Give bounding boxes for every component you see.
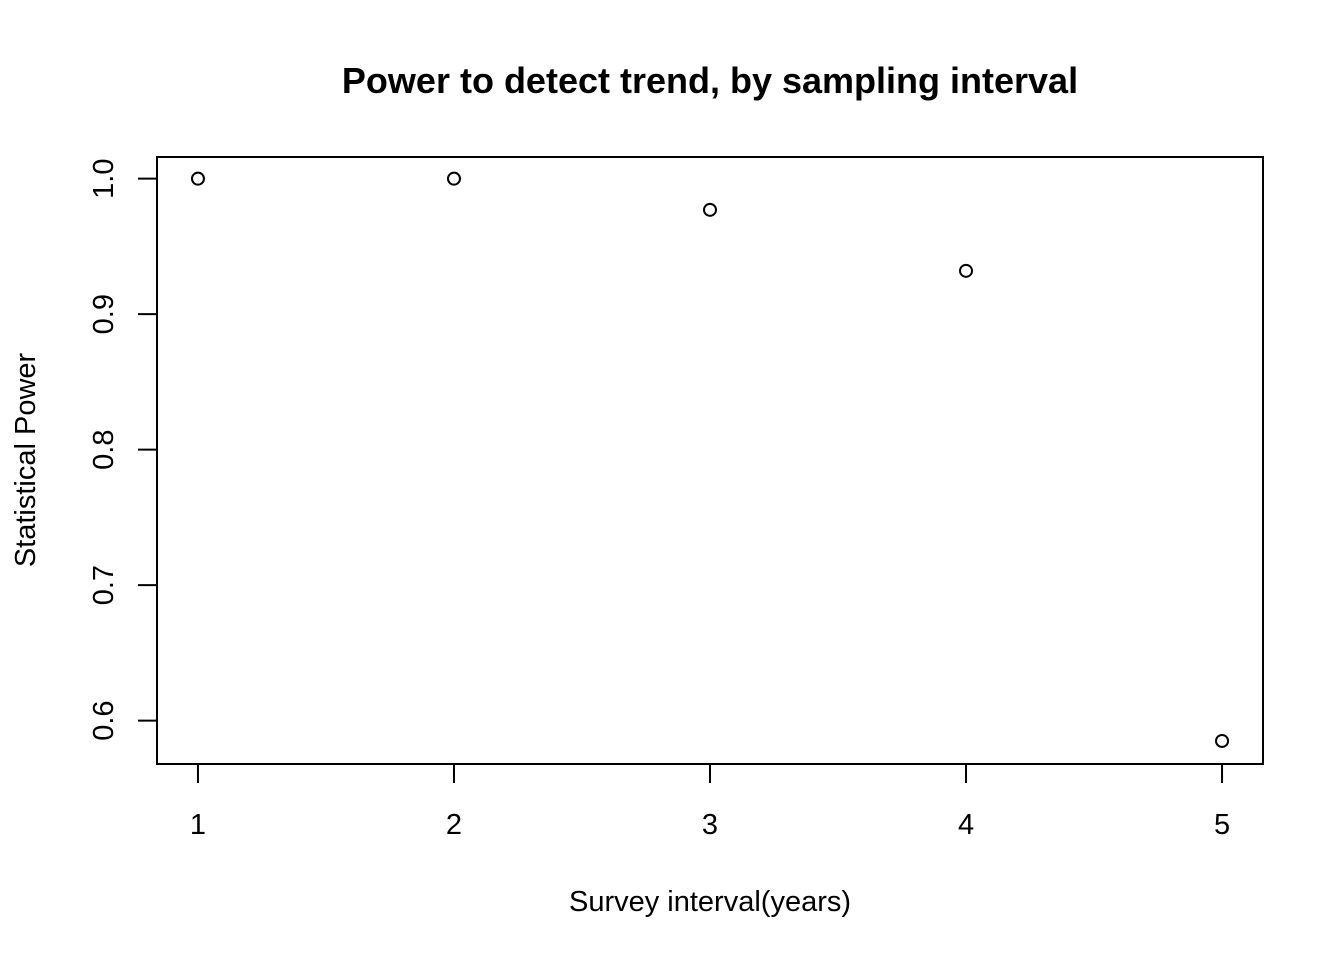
plot-frame xyxy=(156,156,1264,765)
y-axis-label: Statistical Power xyxy=(10,352,42,567)
x-tick-label: 2 xyxy=(446,809,462,841)
x-tick-label: 4 xyxy=(958,809,974,841)
y-tick-label: 0.6 xyxy=(88,700,120,740)
x-axis: 1 2 3 4 5 xyxy=(190,763,1230,841)
data-point xyxy=(959,263,974,278)
x-tick-label: 1 xyxy=(190,809,206,841)
y-tick-label: 0.8 xyxy=(88,429,120,469)
data-points xyxy=(190,171,1230,748)
data-point xyxy=(703,202,717,217)
y-tick-label: 0.9 xyxy=(88,294,120,334)
x-tick-label: 3 xyxy=(702,809,718,841)
data-point xyxy=(190,171,205,186)
x-axis-label: Survey interval(years) xyxy=(569,886,851,918)
y-axis: 0.6 0.7 0.8 0.9 1.0 xyxy=(88,159,158,741)
data-point xyxy=(446,171,461,186)
y-tick-label: 1.0 xyxy=(88,159,120,199)
y-tick-label: 0.7 xyxy=(88,565,120,605)
data-point xyxy=(1215,733,1230,748)
x-tick-label: 5 xyxy=(1214,809,1230,841)
chart-title: Power to detect trend, by sampling inter… xyxy=(342,60,1078,101)
